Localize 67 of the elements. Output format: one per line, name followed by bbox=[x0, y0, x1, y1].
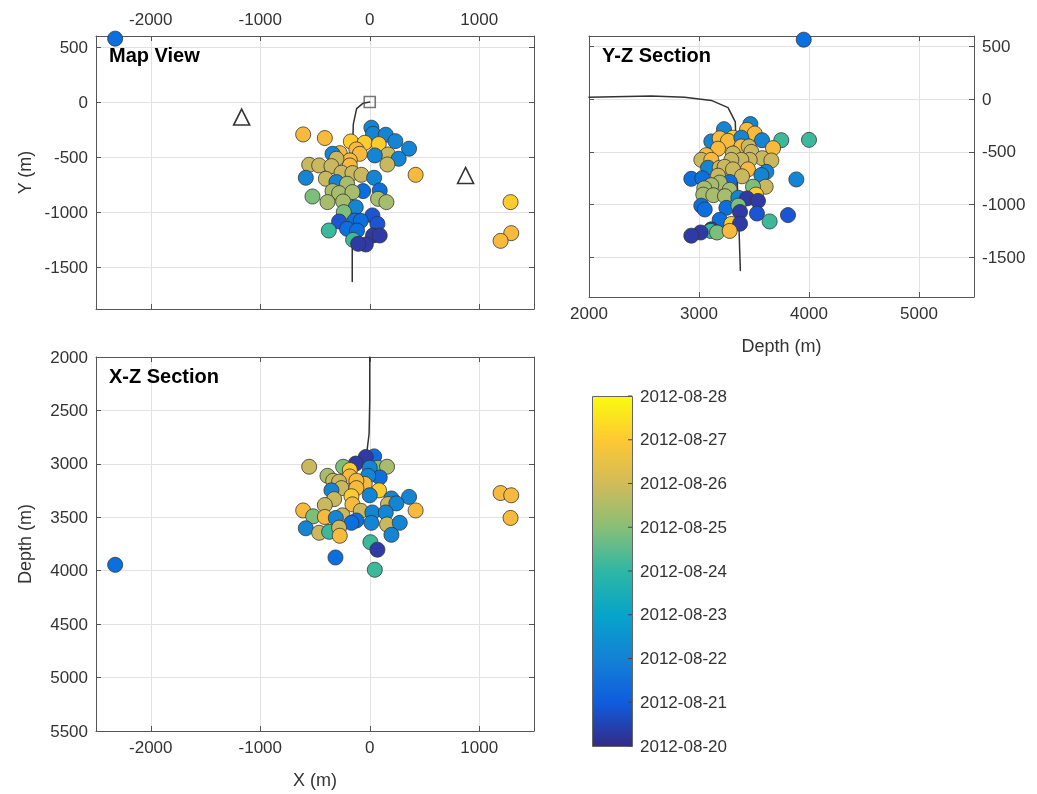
point bbox=[327, 549, 344, 566]
color-bar-label: 2012-08-26 bbox=[640, 474, 727, 493]
y-tick-label: 5000 bbox=[50, 668, 88, 688]
point bbox=[343, 514, 360, 531]
x-axis-title: Depth (m) bbox=[741, 336, 822, 356]
y-tick-label: 500 bbox=[982, 37, 1011, 57]
point bbox=[401, 488, 417, 505]
chart-title: Map View bbox=[109, 44, 201, 66]
point bbox=[363, 95, 377, 109]
color-bar-label: 2012-08-24 bbox=[640, 561, 727, 581]
x-tick-label: 5000 bbox=[900, 304, 938, 323]
color-bar-label: 2012-08-23 bbox=[640, 605, 727, 625]
y-tick-label: 4500 bbox=[50, 614, 88, 634]
point bbox=[369, 541, 386, 558]
point bbox=[388, 495, 405, 512]
x-tick-label: -1000 bbox=[238, 738, 282, 757]
y-tick-label: -1500 bbox=[44, 257, 88, 277]
x-tick-label: 4000 bbox=[790, 304, 828, 323]
y-tick-label: -500 bbox=[53, 147, 88, 167]
x-tick-label: 0 bbox=[365, 738, 375, 757]
y-tick-label: 500 bbox=[59, 37, 88, 57]
x-tick-label: 2000 bbox=[570, 304, 608, 323]
point bbox=[363, 514, 380, 531]
color-bar-label: 2012-08-22 bbox=[640, 649, 727, 668]
y-tick-label: -500 bbox=[982, 142, 1017, 162]
y-tick-label: -1000 bbox=[44, 202, 88, 222]
y-tick-label: 5500 bbox=[50, 721, 88, 741]
x-axis-title: X (m) bbox=[293, 770, 337, 790]
y-tick-label: -1500 bbox=[982, 247, 1026, 267]
x-tick-label: 1000 bbox=[460, 10, 499, 29]
color-bar-label: 2012-08-21 bbox=[640, 692, 727, 712]
chart-title: Y-Z Section bbox=[602, 44, 711, 66]
x-tick-label: -2000 bbox=[129, 738, 173, 757]
color-bar-label: 2012-08-27 bbox=[640, 430, 727, 450]
y-axis-title: Depth (m) bbox=[15, 503, 35, 585]
point bbox=[383, 526, 400, 543]
point bbox=[297, 520, 314, 537]
x-tick-label: 1000 bbox=[460, 738, 499, 757]
point bbox=[361, 487, 378, 504]
point bbox=[456, 166, 475, 185]
y-tick-label: 2500 bbox=[50, 400, 88, 420]
x-tick-label: -2000 bbox=[129, 10, 173, 29]
point bbox=[502, 510, 519, 526]
point bbox=[379, 458, 395, 475]
point bbox=[366, 561, 383, 578]
point bbox=[407, 502, 424, 519]
point bbox=[107, 556, 124, 573]
y-axis-title: Y (m) bbox=[14, 150, 35, 195]
point bbox=[301, 458, 318, 475]
y-tick-label: 2000 bbox=[50, 347, 88, 367]
x-tick-label: 3000 bbox=[680, 304, 718, 323]
x-tick-label: -1000 bbox=[238, 10, 282, 29]
color-bar-label: 2012-08-20 bbox=[640, 736, 727, 756]
y-tick-label: 3000 bbox=[50, 454, 88, 474]
point bbox=[391, 514, 408, 531]
color-bar-label: 2012-08-25 bbox=[640, 517, 727, 537]
point bbox=[503, 487, 520, 504]
y-tick-label: 4000 bbox=[50, 561, 88, 581]
y-tick-label: -1000 bbox=[982, 194, 1026, 214]
x-tick-label: 0 bbox=[365, 10, 375, 29]
point bbox=[232, 108, 251, 126]
point bbox=[331, 527, 348, 544]
color-bar-label: 2012-08-28 bbox=[640, 386, 727, 406]
y-tick-label: 0 bbox=[982, 89, 992, 109]
y-tick-label: 0 bbox=[78, 92, 88, 112]
chart-title: X-Z Section bbox=[109, 365, 220, 387]
y-tick-label: 3500 bbox=[50, 507, 88, 527]
